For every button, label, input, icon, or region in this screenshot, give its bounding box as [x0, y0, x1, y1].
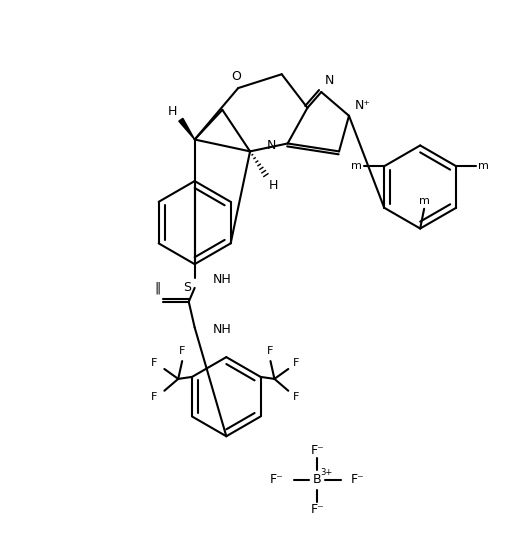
Text: F⁻: F⁻	[351, 473, 365, 486]
Text: 3+: 3+	[320, 468, 332, 478]
Text: m: m	[419, 196, 430, 206]
Text: F⁻: F⁻	[270, 473, 284, 486]
Text: F: F	[267, 346, 274, 356]
Text: F⁻: F⁻	[311, 503, 324, 516]
Text: m: m	[478, 161, 490, 171]
Text: O: O	[231, 70, 241, 83]
Text: F: F	[151, 358, 158, 368]
Text: F: F	[293, 392, 299, 402]
Text: N: N	[325, 74, 335, 86]
Polygon shape	[179, 119, 195, 140]
Text: NH: NH	[213, 274, 231, 286]
Text: F: F	[179, 346, 185, 356]
Text: N: N	[266, 139, 276, 152]
Text: H: H	[269, 178, 278, 192]
Text: m: m	[351, 161, 362, 171]
Text: S: S	[183, 281, 191, 294]
Text: B: B	[313, 473, 321, 486]
Text: NH: NH	[213, 323, 231, 336]
Text: F: F	[293, 358, 299, 368]
Text: N⁺: N⁺	[355, 99, 371, 112]
Text: F: F	[151, 392, 158, 402]
Text: H: H	[168, 105, 178, 119]
Text: F⁻: F⁻	[311, 444, 324, 456]
Text: ‖: ‖	[154, 281, 160, 294]
